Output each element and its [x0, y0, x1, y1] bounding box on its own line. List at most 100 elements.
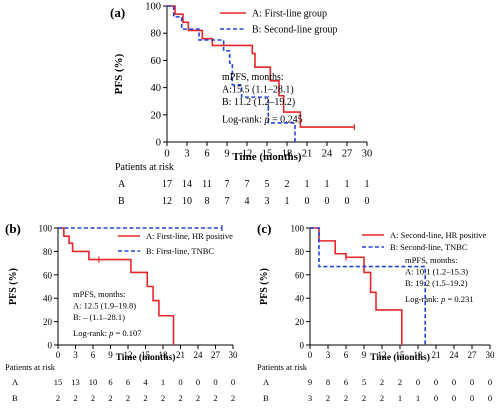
risk-value: 2 — [126, 393, 130, 403]
x-tick-label: 3 — [326, 350, 331, 360]
risk-value: 11 — [202, 179, 212, 190]
log-rank-text: Log-rank: p = 0.107 — [73, 328, 142, 338]
log-rank-label: Log-rank: — [222, 115, 265, 126]
risk-value: 0 — [213, 377, 217, 387]
legend-label-b: B: Second-line, TNBC — [390, 242, 468, 252]
annotation-line: A: 12.5 (1.9–19.8) — [73, 301, 136, 311]
x-tick-label: 15 — [141, 350, 151, 360]
x-tick-label: 0 — [56, 350, 61, 360]
panel-label: (c) — [257, 221, 271, 236]
risk-value: 0 — [416, 377, 420, 387]
risk-value: 0 — [452, 377, 456, 387]
x-tick-label: 30 — [229, 350, 239, 360]
risk-value: 7 — [225, 196, 230, 207]
y-axis-label: PFS (%) — [113, 53, 125, 94]
x-axis-label: Time (months) — [232, 151, 301, 163]
risk-value: 0 — [434, 377, 438, 387]
risk-table-title: Patients at risk — [257, 362, 308, 372]
risk-value: 0 — [452, 393, 456, 403]
risk-value: 10 — [182, 196, 192, 207]
risk-row-label: B — [12, 393, 18, 403]
risk-value: 0 — [488, 377, 492, 387]
risk-value: 7 — [245, 179, 250, 190]
x-tick-label: 12 — [378, 350, 387, 360]
x-tick-label: 21 — [302, 149, 313, 160]
risk-row-label: B — [263, 393, 269, 403]
risk-value: 1 — [161, 377, 165, 387]
risk-value: 0 — [345, 196, 350, 207]
y-tick-label: 80 — [295, 247, 305, 257]
y-tick-label: 80 — [151, 29, 162, 40]
risk-value: 13 — [71, 377, 80, 387]
risk-value: 2 — [143, 393, 147, 403]
x-tick-label: 21 — [432, 350, 441, 360]
risk-value: 6 — [344, 377, 348, 387]
series-line-a — [167, 5, 355, 128]
risk-value: 12 — [162, 196, 172, 207]
x-tick-label: 24 — [450, 350, 460, 360]
risk-value: 2 — [362, 393, 366, 403]
y-tick-label: 20 — [295, 317, 305, 327]
risk-value: 17 — [162, 179, 172, 190]
series-line-b — [167, 5, 296, 142]
risk-value: 2 — [285, 179, 290, 190]
risk-row-label: A — [263, 377, 270, 387]
x-tick-label: 15 — [396, 350, 406, 360]
legend-label-a: A: First-line, HR positive — [146, 231, 233, 241]
risk-value: 8 — [205, 196, 210, 207]
risk-value: 0 — [178, 377, 182, 387]
risk-value: 1 — [416, 393, 420, 403]
x-tick-label: 3 — [184, 149, 189, 160]
y-tick-label: 60 — [43, 270, 53, 280]
risk-value: 2 — [398, 377, 402, 387]
risk-value: 0 — [365, 196, 370, 207]
series-line-b — [310, 227, 426, 345]
risk-value: 2 — [108, 393, 112, 403]
y-tick-label: 0 — [300, 341, 305, 351]
y-axis-label: PFS (%) — [8, 268, 19, 305]
risk-value: 7 — [225, 179, 230, 190]
risk-value: 2 — [344, 393, 348, 403]
risk-value: 0 — [488, 393, 492, 403]
legend-label-b: B: First-line, TNBC — [146, 246, 214, 256]
p-symbol: p — [108, 328, 113, 338]
p-symbol: p — [264, 115, 270, 126]
risk-value: 2 — [213, 393, 217, 403]
risk-value: 1 — [285, 196, 290, 207]
x-tick-label: 3 — [73, 350, 78, 360]
risk-value: 2 — [380, 393, 384, 403]
p-value: = 0.231 — [445, 294, 473, 304]
risk-value: 4 — [143, 377, 148, 387]
legend-label-a: A: First-line group — [252, 9, 327, 20]
annotation-line: mPFS, months: — [405, 255, 457, 265]
risk-value: 14 — [182, 179, 192, 190]
x-tick-label: 18 — [414, 350, 424, 360]
y-tick-label: 60 — [151, 56, 162, 67]
x-tick-label: 6 — [91, 350, 96, 360]
risk-value: 6 — [108, 377, 112, 387]
risk-table-title: Patients at risk — [5, 362, 56, 372]
series-line-a — [58, 227, 175, 345]
log-rank-text: Log-rank: p = 0.245 — [222, 115, 303, 126]
x-tick-label: 18 — [282, 149, 293, 160]
risk-value: 1 — [345, 179, 350, 190]
risk-value: 0 — [434, 393, 438, 403]
x-axis-label: Time (months) — [116, 352, 176, 363]
risk-value: 6 — [126, 377, 130, 387]
p-value: = 0.107 — [113, 328, 141, 338]
panel-label: (a) — [110, 5, 125, 20]
series-line-a — [310, 227, 403, 345]
x-tick-label: 6 — [204, 149, 209, 160]
y-axis-label: PFS (%) — [259, 268, 270, 305]
x-tick-label: 12 — [124, 350, 133, 360]
x-tick-label: 15 — [262, 149, 273, 160]
x-tick-label: 0 — [308, 350, 313, 360]
x-tick-label: 30 — [486, 350, 496, 360]
log-rank-text: Log-rank: p = 0.231 — [405, 294, 474, 304]
risk-row-label: A — [118, 179, 126, 190]
x-tick-label: 27 — [211, 350, 221, 360]
log-rank-label: Log-rank: — [73, 328, 109, 338]
y-tick-label: 60 — [295, 270, 305, 280]
